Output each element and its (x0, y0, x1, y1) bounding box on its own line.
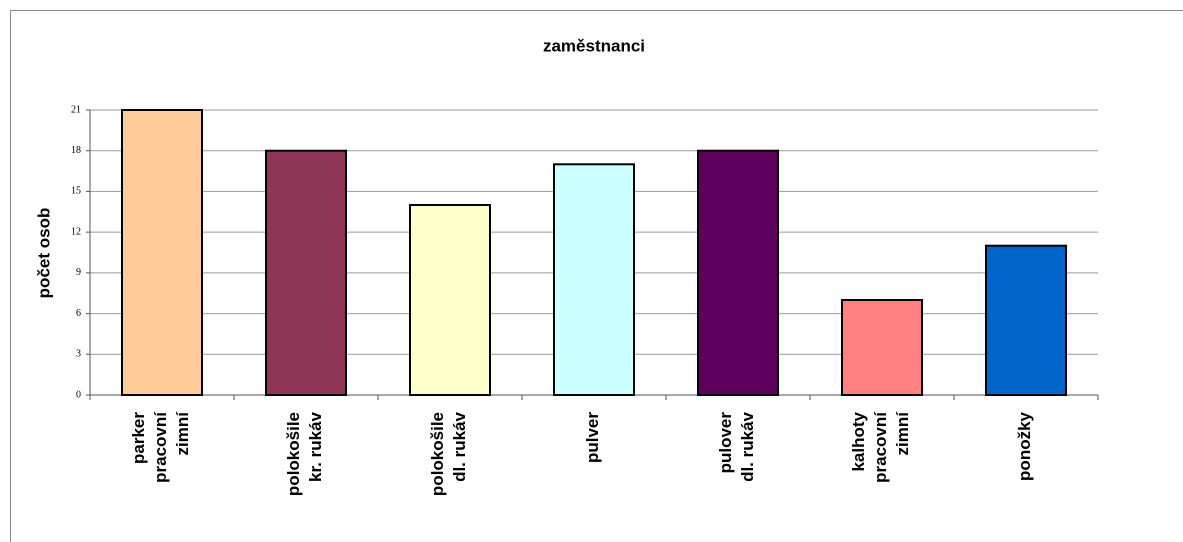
x-tick-label-line: ponožky (1015, 411, 1034, 480)
x-tick-label-line: pulver (583, 412, 602, 463)
x-tick-label: polokošile dl. rukáv (428, 411, 469, 496)
y-tick-label: 12 (71, 226, 81, 237)
y-tick-label: 18 (71, 145, 81, 156)
y-axis-label: počet osob (34, 208, 53, 299)
x-tick-label-line: kalhoty (849, 411, 868, 471)
x-tick-label: parker pracovní zimní (129, 411, 192, 483)
x-tick-label: pulver (583, 412, 602, 463)
bar (697, 149, 779, 396)
y-tick-label: 0 (76, 389, 81, 400)
x-tick-label-line: parker (129, 412, 148, 464)
x-tick-label-line: pracovní (871, 411, 890, 483)
y-tick-label: 9 (76, 267, 81, 278)
x-tick-label-line: dl. rukáv (450, 411, 469, 481)
y-tick-label: 15 (71, 186, 81, 197)
x-tick-label-line: zimní (173, 411, 192, 456)
bar (841, 299, 923, 396)
y-tick-label: 21 (71, 104, 81, 115)
x-tick-label-line: polokošile (428, 412, 447, 496)
x-tick-label: ponožky (1015, 411, 1034, 480)
bar (409, 204, 491, 396)
x-tick-label-line: pulover (716, 412, 735, 474)
x-tick-label-line: dl. rukáv (738, 411, 757, 481)
bar (553, 163, 635, 396)
bar (121, 109, 203, 396)
chart-title: zaměstnanci (543, 36, 645, 55)
x-tick-label: pulover dl. rukáv (716, 411, 757, 481)
x-tick-label-line: polokošile (284, 412, 303, 496)
x-tick-label: polokošile kr. rukáv (284, 411, 325, 496)
y-tick-label: 3 (76, 349, 81, 360)
bar (985, 244, 1067, 396)
bar (265, 149, 347, 396)
x-tick-label: kalhoty pracovní zimní (849, 411, 912, 483)
x-tick-label-line: kr. rukáv (306, 411, 325, 481)
y-tick-label: 6 (76, 308, 81, 319)
x-tick-label-line: zimní (893, 411, 912, 456)
x-tick-label-line: pracovní (151, 411, 170, 483)
